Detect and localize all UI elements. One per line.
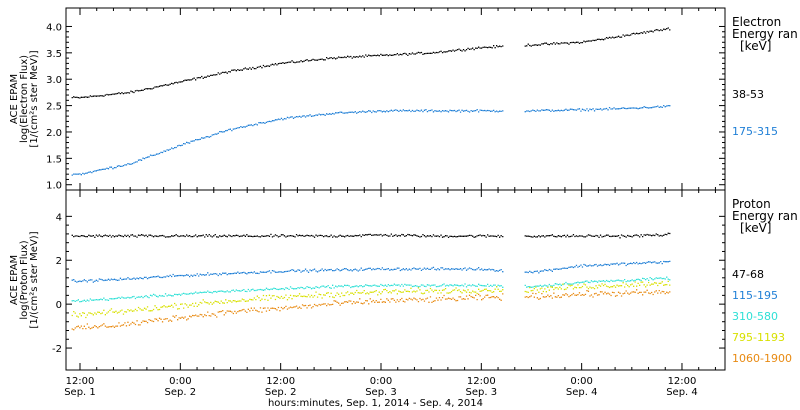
proton-ytick-label: 4 xyxy=(56,212,62,223)
proton-series-795-1193 xyxy=(71,280,671,319)
xtick-day-label: Sep. 3 xyxy=(365,387,397,398)
electron-ylabel-line: log(Electron Flux) xyxy=(19,55,30,143)
electron-series-group xyxy=(71,27,671,176)
proton-ytick-label: 2 xyxy=(56,256,62,267)
proton-series-310-580 xyxy=(71,276,671,303)
proton-ytick-label: -2 xyxy=(52,344,62,355)
proton-series-115-195 xyxy=(71,260,671,283)
electron-ytick-label: 1.0 xyxy=(46,181,62,192)
xtick-day-label: Sep. 4 xyxy=(666,387,698,398)
electron-legend-entry: 175-315 xyxy=(732,125,778,138)
electron-ytick-label: 4.0 xyxy=(46,22,62,33)
proton-ylabel-line: [1/(cm²s ster MeV)] xyxy=(29,231,40,328)
xtick-time-label: 12:00 xyxy=(467,376,496,387)
xtick-time-label: 12:00 xyxy=(266,376,295,387)
proton-legend-title: Energy ran xyxy=(732,209,798,223)
proton-ytick-label: 0 xyxy=(56,300,62,311)
electron-legend-title: Energy ran xyxy=(732,27,798,41)
proton-legend-title: [keV] xyxy=(740,221,771,235)
xtick-time-label: 12:00 xyxy=(668,376,697,387)
x-axis-label: hours:minutes, Sep. 1, 2014 - Sep. 4, 20… xyxy=(268,398,483,409)
electron-ytick-label: 3.5 xyxy=(46,49,62,60)
electron-ytick-label: 2.5 xyxy=(46,102,62,113)
xtick-day-label: Sep. 4 xyxy=(566,387,598,398)
proton-legend-title: Proton xyxy=(732,197,771,211)
electron-series-38-53 xyxy=(71,27,671,99)
xtick-time-label: 0:00 xyxy=(169,376,191,387)
electron-legend-title: Electron xyxy=(732,15,781,29)
panel-electron: 1.0 1.5 2.0 2.5 3.0 3.5 4.0 ACE EPAM log(Electro… xyxy=(9,7,798,192)
xtick-time-label: 0:00 xyxy=(370,376,392,387)
proton-legend-entry: 310-580 xyxy=(732,310,778,323)
proton-ylabel-line: log(Proton Flux) xyxy=(19,240,30,319)
xtick-day-label: Sep. 2 xyxy=(165,387,197,398)
proton-legend-entry: 795-1193 xyxy=(732,331,785,344)
xtick-day-label: Sep. 1 xyxy=(64,387,96,398)
proton-series-47-68 xyxy=(71,232,671,239)
xtick-day-label: Sep. 3 xyxy=(466,387,498,398)
xtick-time-label: 12:00 xyxy=(66,376,95,387)
electron-ytick-label: 2.0 xyxy=(46,128,62,139)
proton-legend-entry: 115-195 xyxy=(732,289,778,302)
electron-ylabel-line: [1/(cm²s ster MeV)] xyxy=(29,50,40,147)
proton-ylabel-line: ACE EPAM xyxy=(9,255,20,305)
electron-legend-entry: 38-53 xyxy=(732,88,764,101)
proton-series-1060-1900 xyxy=(71,289,671,331)
electron-series-175-315 xyxy=(71,104,671,176)
electron-legend-title: [keV] xyxy=(740,39,771,53)
xtick-time-label: 0:00 xyxy=(570,376,592,387)
proton-legend-entry: 1060-1900 xyxy=(732,352,792,365)
proton-series-group xyxy=(71,232,671,331)
electron-ytick-label: 3.0 xyxy=(46,75,62,86)
proton-legend-entry: 47-68 xyxy=(732,268,764,281)
panel-proton: -2 0 2 4 ACE EPAM log(Proton Flux) [1/(cm²s st… xyxy=(9,189,798,371)
xtick-day-label: Sep. 2 xyxy=(265,387,297,398)
electron-ylabel-line: ACE EPAM xyxy=(9,74,20,124)
electron-ytick-label: 1.5 xyxy=(46,154,62,165)
proton-plot-frame xyxy=(65,189,726,371)
